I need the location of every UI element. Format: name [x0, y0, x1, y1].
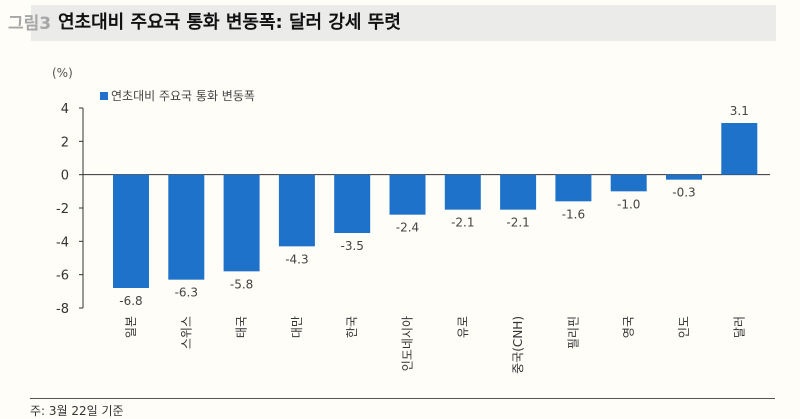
bar: [278, 174, 315, 247]
y-tick-label: -8: [56, 302, 69, 317]
bar: [223, 174, 260, 272]
bar: [389, 174, 426, 215]
data-label: -4.3: [285, 252, 308, 266]
bar: [610, 174, 647, 192]
bar: [113, 174, 149, 288]
x-tick-label: 인도: [677, 316, 691, 338]
bar: [500, 174, 537, 210]
bar: [721, 123, 758, 175]
y-tick-label: -4: [56, 235, 69, 250]
x-tick-label: 한국: [345, 316, 359, 338]
bar: [334, 174, 371, 233]
footnote: 주: 3월 22일 기준: [30, 404, 124, 418]
data-label: -2.4: [396, 221, 419, 235]
legend-label: 연초대비 주요국 통화 변동폭: [111, 89, 255, 103]
legend: 연초대비 주요국 통화 변동폭: [100, 87, 255, 104]
x-tick-label: 중국(CNH): [511, 316, 525, 374]
data-label: -2.1: [506, 216, 529, 230]
bar: [168, 174, 205, 280]
data-label: -1.6: [562, 207, 585, 221]
y-tick-label: -6: [56, 269, 69, 284]
legend-swatch: [100, 92, 108, 100]
bottom-rule: [30, 398, 775, 399]
data-label: -3.5: [340, 239, 363, 253]
title-bar: [31, 5, 776, 41]
chart-title: 연초대비 주요국 통화 변동폭: 달러 강세 뚜렷: [58, 12, 401, 33]
y-unit-label: (%): [52, 66, 73, 80]
x-tick-label: 인도네시아: [401, 316, 415, 371]
x-tick-label: 대만: [290, 316, 304, 338]
y-tick-label: 2: [61, 135, 69, 150]
bar: [666, 174, 702, 180]
data-label: -6.3: [175, 286, 198, 300]
data-label: -5.8: [230, 277, 253, 291]
x-tick-label: 유로: [456, 316, 470, 338]
x-tick-label: 스위스: [179, 316, 193, 349]
y-tick-label: 0: [61, 169, 69, 184]
x-tick-label: 태국: [235, 316, 249, 338]
y-tick-label: 4: [61, 102, 69, 117]
x-tick-label: 달러: [732, 316, 746, 338]
data-label: -6.8: [119, 294, 142, 308]
x-tick-label: 영국: [622, 316, 636, 338]
bar: [555, 174, 592, 202]
data-label: -0.3: [672, 186, 695, 200]
y-tick-label: -2: [56, 202, 69, 217]
x-tick-label: 필리핀: [566, 316, 580, 349]
data-label: 3.1: [730, 104, 749, 118]
x-tick-label: 일본: [124, 316, 138, 338]
figure-label: 그림3: [8, 14, 52, 34]
bar: [444, 174, 481, 210]
data-label: -1.0: [617, 197, 640, 211]
data-label: -2.1: [451, 216, 474, 230]
